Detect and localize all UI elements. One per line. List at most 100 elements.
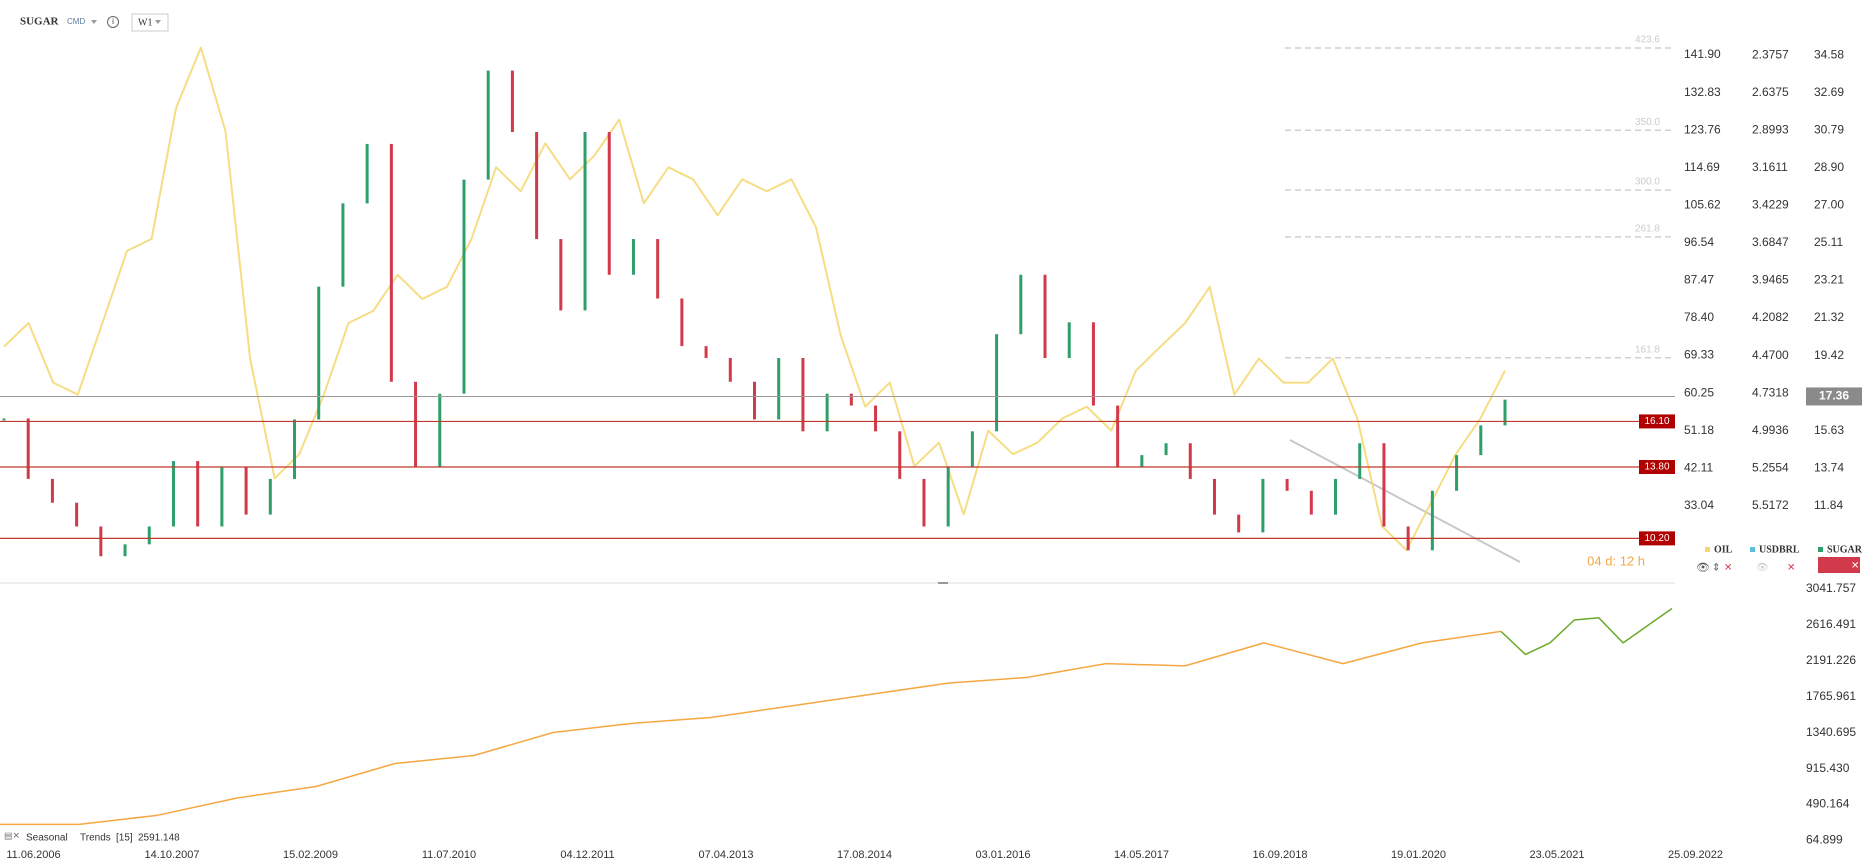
y-tick-label: 13.74 [1814, 460, 1844, 474]
sugar-bar [1164, 443, 1168, 456]
level-label: 10.20 [1644, 533, 1669, 544]
sugar-bar [50, 478, 54, 503]
sugar-bar [559, 239, 563, 311]
eye-icon[interactable]: 👁 [1696, 562, 1710, 574]
fib-label: 261.8 [1635, 224, 1660, 235]
y-tick-label: 3.6847 [1752, 235, 1789, 249]
legend-label: OIL [1714, 544, 1733, 555]
y-tick-label: 28.90 [1814, 160, 1844, 174]
sugar-bar [510, 70, 514, 133]
symbol-type: CMD [67, 17, 85, 26]
x-tick-label: 23.05.2021 [1529, 849, 1584, 861]
interval-arrow [155, 20, 161, 24]
active-series-box[interactable] [1818, 557, 1860, 573]
level-box [1639, 531, 1675, 546]
sugar-bar [1261, 478, 1265, 533]
sugar-bar [171, 461, 175, 527]
sugar-bar [1382, 443, 1386, 527]
legend-label: USDBRL [1759, 544, 1800, 555]
sugar-bar [1019, 274, 1023, 335]
y-tick-label: 132.83 [1684, 85, 1721, 99]
panel-icon[interactable]: ▤✕ [4, 830, 20, 840]
y-tick-label: 1340.695 [1806, 725, 1856, 739]
sugar-bar [1309, 490, 1313, 515]
sugar-bar [607, 132, 611, 275]
indicator-label: Trends [80, 833, 111, 844]
sugar-bar [1237, 514, 1241, 533]
sort-icon[interactable]: ⇕ [1712, 563, 1720, 574]
info-icon[interactable] [107, 16, 119, 28]
legend-swatch [1750, 547, 1755, 552]
indicator-value: 2591.148 [138, 833, 180, 844]
sugar-bar [26, 418, 30, 479]
y-tick-label: 30.79 [1814, 122, 1844, 136]
interval-box[interactable] [131, 13, 169, 32]
sugar-bar [75, 502, 79, 527]
x-tick-label: 03.01.2016 [975, 849, 1030, 861]
interval: W1 [138, 17, 152, 28]
indicator-period: [15] [116, 833, 133, 844]
sugar-bar [220, 467, 224, 527]
x-tick-label: 11.07.2010 [422, 849, 476, 861]
y-tick-label: 33.04 [1684, 498, 1714, 512]
sugar-bar [1455, 455, 1459, 491]
sugar-bar [801, 357, 805, 432]
seasonal-line [1500, 607, 1673, 656]
sugar-bar [99, 526, 103, 557]
y-tick-label: 3.1611 [1752, 160, 1788, 174]
sugar-bar [1358, 443, 1362, 479]
sugar-bar [462, 179, 466, 394]
y-tick-label: 42.11 [1684, 460, 1713, 474]
countdown: 04 d: 12 h [1587, 553, 1645, 568]
sugar-bar [898, 431, 902, 479]
sugar-bar [389, 143, 393, 382]
x-tick-label: 16.09.2018 [1252, 849, 1307, 861]
y-tick-label: 15.63 [1814, 423, 1844, 437]
seasonal-line [0, 630, 1502, 826]
y-tick-label: 915.430 [1806, 761, 1850, 775]
fib-label: 161.8 [1635, 344, 1660, 355]
y-tick-label: 32.69 [1814, 85, 1844, 99]
sugar-bar [1479, 425, 1483, 456]
fib-label: 423.6 [1635, 35, 1660, 46]
oil-line [3, 46, 1506, 552]
sugar-bar [268, 478, 272, 515]
eye-icon-off[interactable]: 👁 [1756, 563, 1769, 574]
y-tick-label: 60.25 [1684, 385, 1714, 399]
last-price: 17.36 [1819, 389, 1849, 403]
dropdown-arrow[interactable] [91, 20, 97, 24]
y-tick-label: 3.4229 [1752, 198, 1789, 212]
sugar-bar [680, 298, 684, 347]
level-box [1639, 414, 1675, 429]
sugar-bar [414, 381, 418, 468]
sugar-bar [365, 143, 369, 204]
y-tick-label: 27.00 [1814, 198, 1844, 212]
y-tick-label: 11.84 [1814, 498, 1843, 512]
fib-label: 300.0 [1635, 177, 1660, 188]
x-tick-label: 15.02.2009 [283, 849, 338, 861]
sugar-bar [244, 467, 248, 515]
x-tick-label: 17.08.2014 [837, 849, 892, 861]
legend-label: SUGAR [1827, 544, 1863, 555]
sugar-bar [874, 405, 878, 432]
y-tick-label: 34.58 [1814, 47, 1844, 61]
sugar-bar [1188, 443, 1192, 479]
sugar-bar [728, 357, 732, 382]
x-tick-label: 07.04.2013 [698, 849, 753, 861]
sugar-bar [1430, 490, 1434, 551]
x-tick-label: 11.06.2006 [6, 849, 60, 861]
y-tick-label: 4.9936 [1752, 423, 1789, 437]
sugar-bar [535, 132, 539, 240]
x-tick-label: 04.12.2011 [560, 849, 614, 861]
y-tick-label: 2616.491 [1806, 617, 1856, 631]
symbol[interactable]: SUGAR [20, 16, 60, 28]
y-tick-label: 490.164 [1806, 797, 1850, 811]
remove-icon[interactable]: ✕ [1724, 563, 1732, 574]
level-label: 16.10 [1644, 416, 1669, 427]
remove-icon[interactable]: ✕ [1851, 561, 1859, 572]
sugar-bar [753, 381, 756, 420]
sugar-bar [1116, 405, 1120, 468]
remove-icon[interactable]: ✕ [1787, 563, 1795, 574]
sugar-bar [438, 393, 442, 468]
